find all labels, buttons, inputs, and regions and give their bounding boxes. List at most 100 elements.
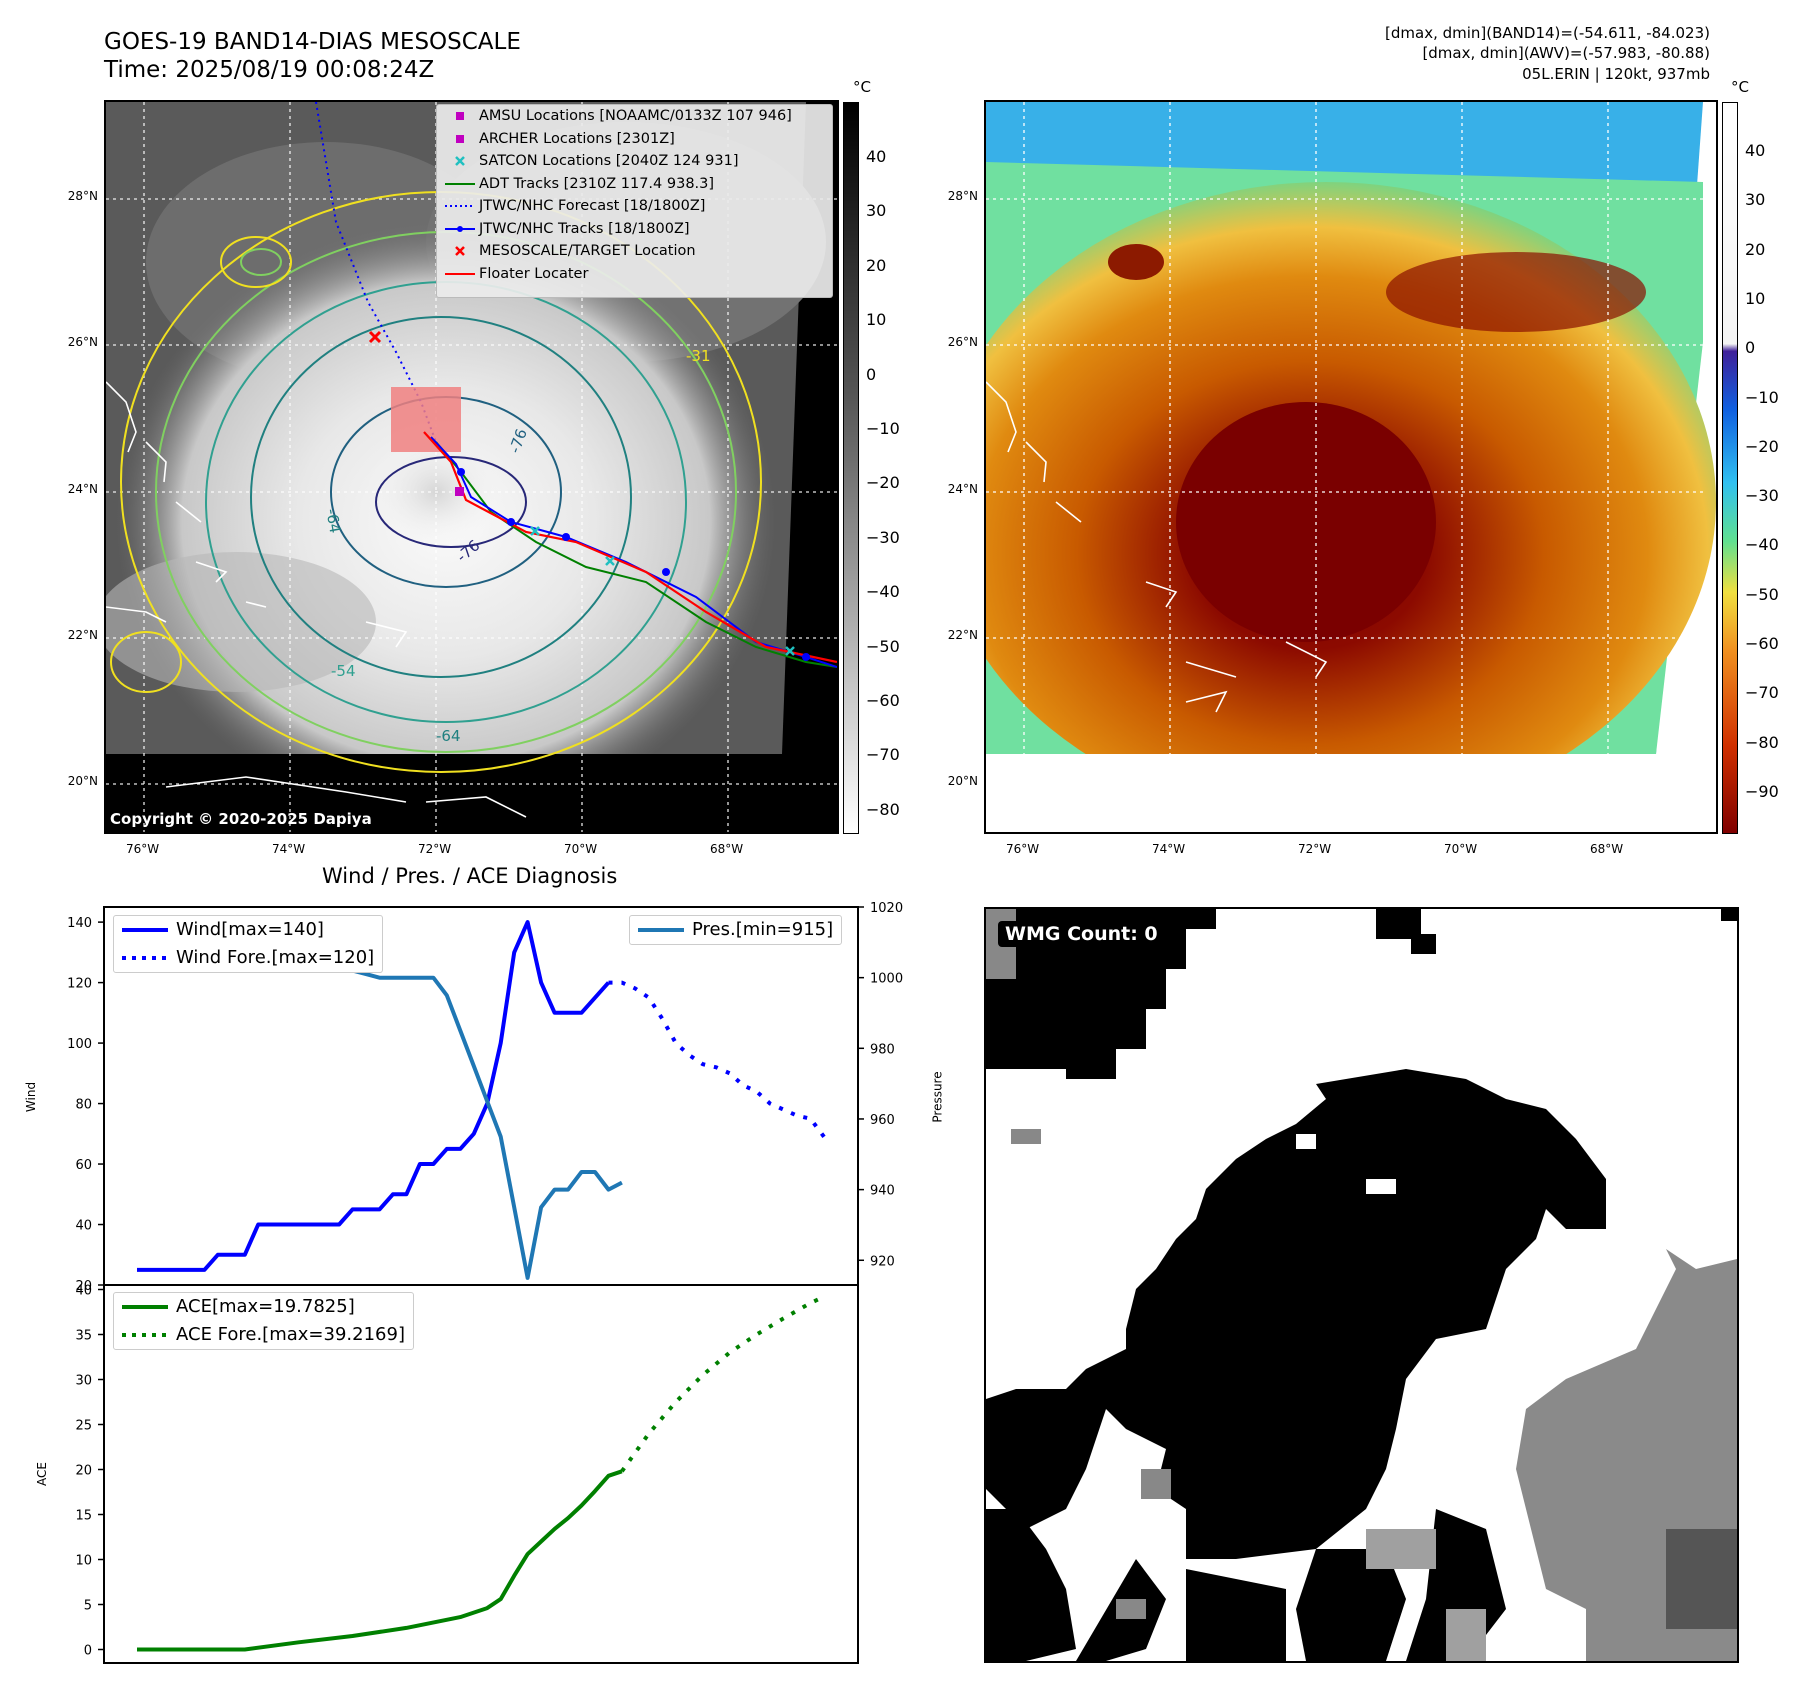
colorbar-tick: 0	[1745, 338, 1756, 358]
ace-tick-label: 10	[75, 1554, 92, 1569]
lat-tick-label: 24°N	[947, 482, 978, 496]
pressure-legend: Pres.[min=915]	[629, 915, 843, 945]
lat-tick-label: 22°N	[947, 628, 978, 642]
ace-tick-label: 35	[75, 1329, 92, 1344]
colorbar-tick: 20	[1745, 239, 1766, 259]
pressure-tick-label: 940	[870, 1184, 895, 1199]
legend-ace: ACE[max=19.7825]	[114, 1293, 413, 1321]
pressure-tick-label: 1000	[870, 972, 903, 987]
ir-colorbar	[843, 102, 859, 834]
colorbar-tick: 10	[1745, 288, 1766, 308]
pressure-axis-label: Pressure	[930, 1071, 945, 1123]
wind-tick-label: 20	[75, 1279, 92, 1294]
lat-tick-label: 28°N	[947, 189, 978, 203]
lat-tick-label: 26°N	[67, 335, 98, 349]
legend-entry: ARCHER Locations [2301Z]	[437, 128, 832, 151]
wind-tick-label: 80	[75, 1098, 92, 1113]
colorbar-tick: 40	[1745, 141, 1766, 160]
colorbar-tick: −70	[866, 745, 900, 765]
colorbar-tick: −60	[1745, 634, 1779, 653]
legend-entry: ADT Tracks [2310Z 117.4 938.3]	[437, 173, 832, 196]
pressure-tick-label: 980	[870, 1042, 895, 1057]
ace-tick-label: 15	[75, 1509, 92, 1524]
ace-tick-label: 30	[75, 1374, 92, 1389]
ace-tick-label: 25	[75, 1419, 92, 1434]
lat-tick-label: 28°N	[67, 189, 98, 203]
legend-label: ADT Tracks [2310Z 117.4 938.3]	[479, 175, 715, 192]
lon-tick-label: 76°W	[126, 842, 160, 856]
copyright-text: Copyright © 2020-2025 Dapiya	[110, 810, 372, 828]
colorbar-tick: 20	[866, 255, 887, 275]
wmg-image	[986, 909, 1737, 1661]
lat-tick-label: 22°N	[67, 628, 98, 642]
colorbar-tick: −10	[1745, 387, 1779, 407]
colorbar-tick: −10	[866, 419, 900, 438]
ir-colorbar-unit: °C	[853, 78, 871, 96]
legend-label: JTWC/NHC Forecast [18/1800Z]	[479, 198, 706, 214]
colorbar-tick: −40	[1745, 535, 1779, 555]
pressure-tick-label: 1020	[870, 901, 903, 916]
colorbar-tick: −50	[866, 636, 900, 656]
wind-forecast-line	[608, 980, 826, 1138]
lon-tick-label: 72°W	[418, 842, 452, 856]
meta-line2: [dmax, dmin](AWV)=(-57.983, -80.88)	[1422, 44, 1710, 62]
ir-legend: AMSU Locations [NOAAMC/0133Z 107 946] ARC…	[436, 104, 833, 298]
wind-legend: Wind[max=140] Wind Fore.[max=120]	[113, 915, 384, 973]
awv-map-image	[986, 102, 1716, 832]
ace-tick-label: 5	[84, 1599, 92, 1614]
wind-tick-label: 140	[67, 916, 92, 931]
legend-wind-fore-text: Wind Fore.[max=120]	[176, 947, 375, 968]
colorbar-tick: −70	[1745, 683, 1779, 703]
lon-tick-label: 70°W	[1444, 842, 1478, 856]
ace-forecast-line	[620, 1294, 825, 1473]
legend-entry: Floater Locater	[437, 263, 832, 286]
colorbar-tick: −30	[866, 527, 900, 547]
legend-label: ARCHER Locations [2301Z]	[479, 130, 675, 147]
legend-label: AMSU Locations [NOAAMC/0133Z 107 946]	[479, 108, 792, 124]
legend-label: MESOSCALE/TARGET Location	[479, 243, 696, 259]
legend-entry: AMSU Locations [NOAAMC/0133Z 107 946]	[437, 105, 832, 128]
chart-title-line2: Time: 2025/08/19 00:08:24Z	[104, 57, 435, 83]
legend-label: JTWC/NHC Tracks [18/1800Z]	[479, 220, 690, 237]
diagnosis-title: Wind / Pres. / ACE Diagnosis	[322, 864, 618, 888]
legend-label: SATCON Locations [2040Z 124 931]	[479, 153, 739, 169]
meta-line1: [dmax, dmin](BAND14)=(-54.611, -84.023)	[1385, 24, 1710, 42]
contour-label: -64	[436, 727, 461, 745]
wind-tick-label: 40	[75, 1219, 92, 1234]
lon-tick-label: 72°W	[1298, 842, 1332, 856]
lon-tick-label: 68°W	[710, 842, 744, 856]
ace-line	[137, 1469, 623, 1652]
colorbar-tick: 30	[866, 201, 887, 221]
wind-tick-label: 120	[67, 977, 92, 992]
colorbar-tick: −30	[1745, 486, 1779, 506]
legend-entry: MESOSCALE/TARGET Location	[437, 240, 832, 263]
awv-map-panel	[984, 100, 1718, 834]
ace-legend: ACE[max=19.7825] ACE Fore.[max=39.2169]	[113, 1292, 414, 1350]
lat-tick-label: 20°N	[67, 774, 98, 788]
ir-map-panel: AMSU Locations [NOAAMC/0133Z 107 946] ARC…	[104, 100, 839, 834]
legend-label: Floater Locater	[479, 265, 589, 282]
contour-label: -31	[686, 347, 711, 365]
ace-tick-label: 20	[75, 1464, 92, 1479]
pressure-line	[137, 922, 623, 1280]
lon-tick-label: 70°W	[564, 842, 598, 856]
legend-wind-fore: Wind Fore.[max=120]	[114, 944, 382, 972]
colorbar-tick: −80	[1745, 732, 1779, 752]
pressure-tick-label: 960	[870, 1113, 895, 1128]
ace-axis-label: ACE	[34, 1462, 49, 1486]
lon-tick-label: 74°W	[1152, 842, 1186, 856]
colorbar-tick: 0	[866, 364, 877, 384]
legend-wind: Wind[max=140]	[114, 916, 382, 944]
wmg-panel: WMG Count: 0	[984, 907, 1739, 1663]
legend-entry: SATCON Locations [2040Z 124 931]	[437, 150, 832, 173]
legend-wind-text: Wind[max=140]	[176, 919, 324, 940]
colorbar-tick: 10	[866, 310, 887, 330]
wind-line	[137, 920, 610, 1272]
legend-pressure: Pres.[min=915]	[630, 916, 841, 944]
wind-tick-label: 60	[75, 1158, 92, 1173]
lat-tick-label: 20°N	[947, 774, 978, 788]
lon-tick-label: 76°W	[1006, 842, 1040, 856]
meta-line3: 05L.ERIN | 120kt, 937mb	[1522, 65, 1710, 83]
colorbar-tick: −20	[866, 473, 900, 493]
ace-tick-label: 0	[84, 1644, 92, 1659]
